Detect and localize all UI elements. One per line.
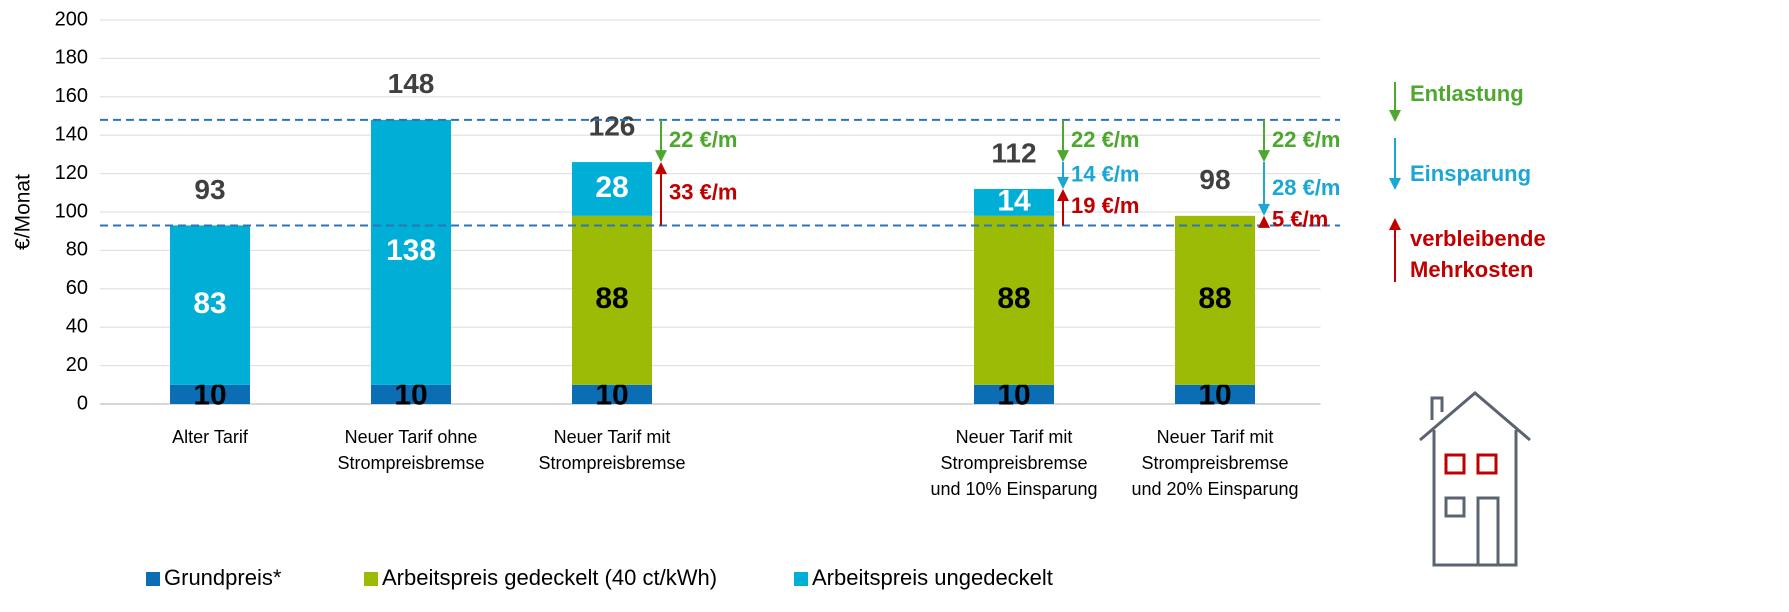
arrow [1258,119,1270,163]
x-tick-label: Neuer Tarif ohne Strompreisbremse [337,427,485,473]
arrow [1258,215,1270,228]
y-tick-label: 60 [66,277,88,299]
annotation-label: 22 €/m [1272,127,1341,152]
y-tick-label: 80 [66,239,88,261]
data-label: 83 [193,287,226,320]
arrow-head [1057,176,1069,189]
legend-swatch [364,572,378,586]
arrow [655,162,667,226]
bar-segment [371,384,451,404]
bar-segment [170,384,250,404]
bar-segment [974,215,1054,385]
annotation-label: 33 €/m [669,180,738,205]
arrow-key-label: Einsparung [1410,161,1531,186]
arrow-head [655,162,667,175]
arrow-head [1389,218,1401,230]
bar-segment [572,215,652,385]
arrow-head [1258,203,1270,216]
arrow [1258,162,1270,216]
bar-segment [170,225,250,385]
legend-swatch [794,572,808,586]
data-label: 28 [595,171,628,204]
total-label: 93 [194,174,225,205]
arrow [1389,82,1401,122]
data-label: 138 [386,234,436,267]
bar-segment [974,188,1054,216]
arrow-head [1057,188,1069,201]
annotation-label: 22 €/m [669,127,738,152]
y-tick-label: 0 [77,392,88,414]
annotation-label: 22 €/m [1071,127,1140,152]
arrow-head [1389,110,1401,122]
arrow [655,119,667,163]
house-icon [1419,391,1531,567]
arrow-head [1389,178,1401,190]
bar-segment [371,119,451,385]
legend-label: Grundpreis* [164,565,282,590]
bar-segment [572,384,652,404]
total-label: 148 [388,68,435,99]
y-tick-label: 140 [55,123,88,145]
arrow-key-label: verbleibende [1410,226,1546,251]
total-label: 126 [589,110,636,141]
legend-swatch [146,572,160,586]
arrow [1057,119,1069,163]
arrow-head [1258,150,1270,163]
annotation-label: 5 €/m [1272,206,1328,231]
annotation-label: 28 €/m [1272,175,1341,200]
legend-label: Arbeitspreis ungedeckelt [812,565,1053,590]
x-tick-label: Neuer Tarif mit Strompreisbremse und 20%… [1131,427,1299,499]
data-label: 88 [997,282,1030,315]
arrow-head [655,150,667,163]
bar-segment [1175,384,1255,404]
arrow-head [1057,150,1069,163]
x-tick-label: Neuer Tarif mit Strompreisbremse [538,427,686,473]
bar-segment [974,384,1054,404]
x-tick-label: Alter Tarif [172,427,248,447]
bar-segment [1175,215,1255,385]
y-tick-label: 180 [55,47,88,69]
y-tick-label: 100 [55,200,88,222]
data-label: 88 [1198,282,1231,315]
arrow [1389,218,1401,282]
y-tick-label: 40 [66,315,88,337]
x-tick-label: Neuer Tarif mit Strompreisbremse und 10%… [930,427,1098,499]
total-label: 98 [1199,164,1230,195]
y-axis-label: €/Monat [12,174,35,250]
arrow-head [1258,215,1270,228]
y-tick-label: 20 [66,354,88,376]
bar-segment [572,162,652,216]
data-label: 88 [595,282,628,315]
arrow [1389,138,1401,190]
y-tick-label: 120 [55,162,88,184]
y-tick-label: 160 [55,85,88,107]
annotation-label: 14 €/m [1071,161,1140,186]
y-tick-label: 200 [55,8,88,30]
arrow-key-label: Mehrkosten [1410,257,1533,282]
arrow [1057,188,1069,226]
total-label: 112 [991,137,1036,168]
legend-label: Arbeitspreis gedeckelt (40 ct/kWh) [382,565,718,590]
arrow [1057,162,1069,189]
arrow-key-label: Entlastung [1410,81,1524,106]
data-label: 14 [997,184,1031,217]
annotation-label: 19 €/m [1071,193,1140,218]
